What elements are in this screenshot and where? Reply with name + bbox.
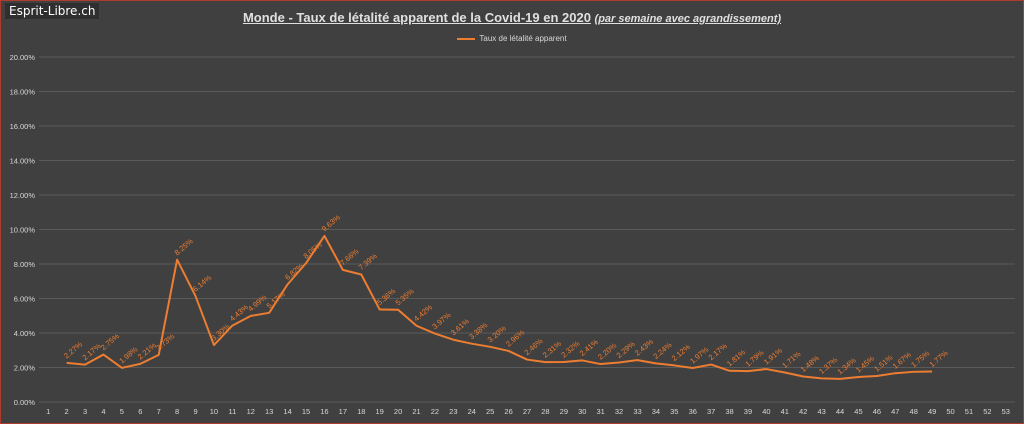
x-tick-label: 20 [394,407,402,416]
data-label: 2.21% [136,341,158,362]
x-tick-label: 22 [431,407,439,416]
data-label: 3.97% [430,310,452,331]
x-tick-label: 27 [523,407,531,416]
chart-title: Monde - Taux de létalité apparent de la … [1,10,1023,25]
x-tick-label: 45 [854,407,862,416]
x-tick-label: 44 [836,407,844,416]
data-label: 7.39% [357,251,379,272]
x-tick-label: 37 [707,407,715,416]
y-tick-label: 14.00% [10,157,36,166]
data-label: 4.42% [412,303,434,324]
x-tick-label: 51 [965,407,973,416]
x-tick-label: 39 [744,407,752,416]
series-line [66,234,933,380]
x-tick-label: 34 [652,407,660,416]
x-tick-label: 33 [633,407,641,416]
y-tick-label: 6.00% [14,295,36,304]
data-label: 2.75% [99,331,121,352]
x-tick-label: 43 [817,407,825,416]
x-tick-label: 40 [762,407,770,416]
x-tick-label: 13 [265,407,273,416]
data-label: 9.63% [320,213,342,234]
chart-legend: Taux de létalité apparent [1,34,1023,43]
x-tick-label: 31 [596,407,604,416]
x-tick-label: 48 [910,407,918,416]
x-tick-label: 17 [339,407,347,416]
data-label: 1.81% [725,348,747,369]
x-tick-label: 4 [101,407,105,416]
data-label: 2.32% [559,339,581,360]
data-label: 5.36% [375,286,397,307]
y-tick-label: 12.00% [10,191,36,200]
y-tick-label: 4.00% [14,329,36,338]
chart-title-main: Monde - Taux de létalité apparent de la … [242,10,591,25]
site-brand: Esprit-Libre.ch [5,3,100,19]
x-tick-label: 8 [175,407,179,416]
x-tick-label: 42 [799,407,807,416]
data-label: 1.75% [909,349,931,370]
data-label: 8.25% [173,236,195,257]
x-tick-label: 2 [65,407,69,416]
x-tick-label: 32 [615,407,623,416]
x-tick-label: 29 [560,407,568,416]
y-tick-label: 16.00% [10,122,36,131]
x-tick-label: 50 [946,407,954,416]
x-tick-label: 18 [357,407,365,416]
x-tick-label: 15 [302,407,310,416]
x-tick-label: 38 [725,407,733,416]
x-tick-label: 19 [376,407,384,416]
data-label: 2.31% [541,339,563,360]
x-tick-label: 12 [247,407,255,416]
x-tick-label: 36 [689,407,697,416]
y-tick-label: 8.00% [14,260,36,269]
x-tick-label: 49 [928,407,936,416]
x-tick-label: 47 [891,407,899,416]
x-tick-label: 30 [578,407,586,416]
data-label: 1.45% [854,354,876,375]
data-label: 5.17% [265,290,287,311]
x-tick-label: 1 [46,407,50,416]
x-tick-label: 35 [670,407,678,416]
x-tick-label: 46 [873,407,881,416]
legend-label: Taux de létalité apparent [479,34,567,43]
data-label: 5.35% [394,286,416,307]
y-tick-label: 10.00% [10,226,36,235]
x-tick-label: 7 [157,407,161,416]
legend-swatch [457,37,476,40]
x-tick-label: 23 [449,407,457,416]
data-label: 1.37% [817,355,839,376]
y-tick-label: 18.00% [10,88,36,97]
x-tick-label: 3 [83,407,87,416]
data-label: 2.73% [154,332,176,353]
x-tick-label: 11 [228,407,236,416]
data-label: 1.77% [928,348,950,369]
x-tick-label: 16 [320,407,328,416]
x-tick-label: 9 [193,407,197,416]
x-tick-label: 6 [138,407,142,416]
x-tick-label: 25 [486,407,494,416]
x-tick-label: 10 [210,407,218,416]
data-label: 3.30% [209,322,231,343]
chart-title-sub: (par semaine avec agrandissement) [594,13,782,25]
x-tick-label: 28 [541,407,549,416]
y-tick-label: 0.00% [14,398,36,407]
x-tick-label: 53 [1002,407,1010,416]
x-tick-label: 26 [504,407,512,416]
data-label: 6.14% [191,273,213,294]
data-label: 2.17% [707,341,729,362]
x-tick-label: 52 [983,407,991,416]
y-tick-label: 20.00% [10,53,36,62]
x-tick-label: 5 [120,407,124,416]
x-tick-label: 14 [283,407,291,416]
y-tick-label: 2.00% [14,364,36,373]
x-tick-label: 24 [468,407,476,416]
x-tick-label: 21 [412,407,420,416]
x-tick-label: 41 [781,407,789,416]
